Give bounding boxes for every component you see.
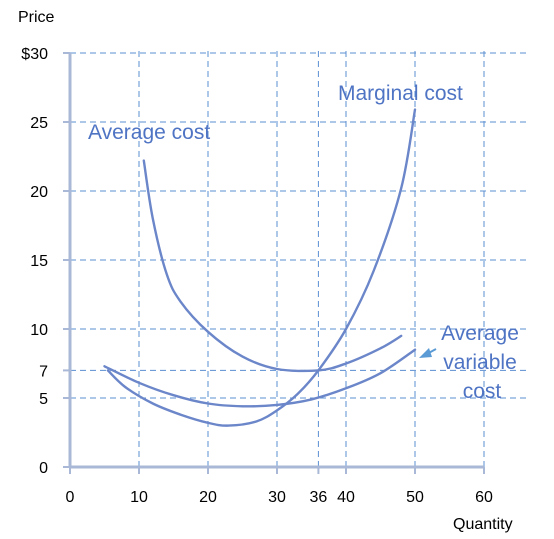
curves: [103, 108, 417, 427]
marginal-cost-curve: [106, 108, 417, 427]
grid-lines: [70, 49, 530, 467]
x-tick-label-0: 0: [66, 489, 75, 506]
y-axis-title: Price: [18, 9, 55, 26]
avc-label-line3: cost: [463, 380, 502, 403]
y-tick-label-5: 5: [39, 391, 48, 408]
y-tick-label-25: 25: [30, 115, 48, 132]
y-tick-label-20: 20: [30, 184, 48, 201]
x-tick-label-40: 40: [337, 489, 355, 506]
y-tick-label-0: 0: [39, 460, 48, 477]
y-tick-label-15: 15: [30, 253, 48, 270]
x-tick-label-10: 10: [130, 489, 148, 506]
marginal-cost-label: Marginal cost: [338, 82, 463, 105]
x-axis-title: Quantity: [453, 516, 513, 533]
avc-label-line2: variable: [443, 351, 517, 374]
average-cost-label: Average cost: [88, 121, 210, 144]
average-variable-cost-curve: [103, 348, 417, 408]
y-tick-label-30: $30: [21, 46, 48, 63]
avc-arrow: [419, 348, 437, 358]
y-tick-label-10: 10: [30, 322, 48, 339]
tick-labels: 0 10 20 30 36 40 50 60 0 5 7 10 15 20 25 $30: [21, 46, 493, 506]
x-tick-label-30: 30: [268, 489, 286, 506]
x-tick-label-50: 50: [406, 489, 424, 506]
average-cost-curve: [142, 159, 403, 373]
x-tick-label-60: 60: [475, 489, 493, 506]
x-tick-label-20: 20: [199, 489, 217, 506]
x-tick-label-36: 36: [310, 489, 328, 506]
y-tick-label-7: 7: [39, 363, 48, 380]
avc-label-line1: Average: [441, 322, 519, 345]
